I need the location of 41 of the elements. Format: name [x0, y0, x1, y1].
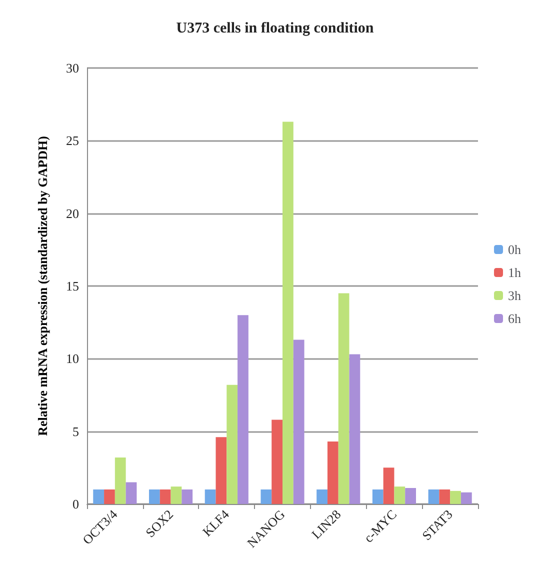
bar [226, 384, 238, 504]
y-tick-label: 5 [72, 424, 79, 439]
bar [293, 340, 304, 504]
y-tick-label: 25 [66, 133, 79, 148]
y-tick-label: 10 [66, 351, 79, 366]
chart-title: U373 cells in floating condition [176, 20, 374, 36]
bar [394, 486, 406, 504]
bar [450, 490, 461, 504]
bar [104, 489, 115, 504]
y-tick-label: 0 [72, 496, 79, 512]
legend-label: 6h [508, 311, 522, 326]
y-tick-label: 30 [66, 60, 79, 76]
bar [149, 489, 160, 504]
bar [238, 315, 248, 504]
bar [316, 489, 328, 504]
y-tick-label: 15 [66, 278, 79, 294]
bar [460, 492, 472, 504]
bar [372, 489, 384, 504]
legend-label: 3h [508, 288, 522, 303]
bar [428, 489, 440, 504]
bar [93, 489, 104, 504]
bar [338, 293, 350, 504]
bar [114, 457, 126, 504]
bar [170, 486, 182, 504]
bar [126, 482, 137, 504]
bar [160, 489, 171, 504]
bar [439, 489, 450, 504]
bar [272, 420, 282, 504]
bar [383, 468, 394, 504]
bar [282, 122, 294, 504]
bar [216, 437, 227, 504]
legend-label: 0h [508, 242, 522, 257]
y-tick-label: 20 [66, 206, 79, 221]
bar [260, 489, 272, 504]
bar [405, 488, 416, 504]
y-axis-title: Relative mRNA expression (standardized by GAPDH) [35, 136, 50, 436]
bar [204, 489, 216, 504]
legend-label: 1h [508, 265, 522, 280]
bar [327, 442, 338, 504]
bar [182, 489, 193, 504]
bar [349, 354, 360, 504]
